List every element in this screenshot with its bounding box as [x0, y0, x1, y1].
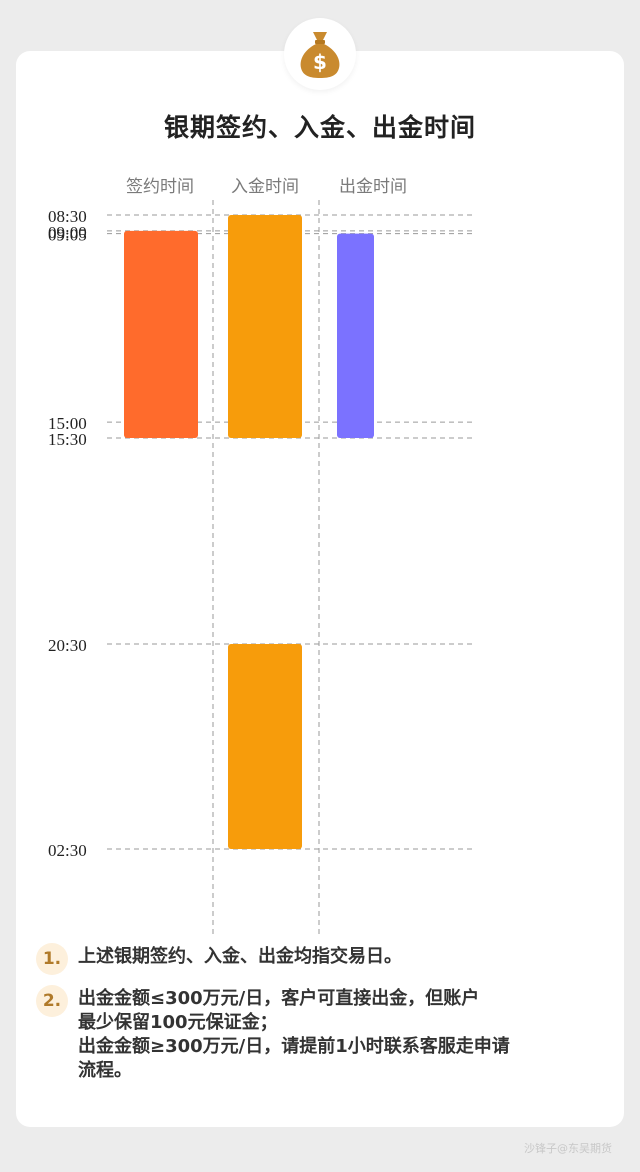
money-badge: $: [284, 18, 356, 90]
note-line: 上述银期签约、入金、出金均指交易日。: [78, 946, 402, 967]
content-card: [16, 51, 624, 1127]
note-text: 出金金额≤300万元/日，客户可直接出金，但账户 最少保留100元保证金； 出金金额…: [78, 987, 626, 1083]
note-line: 流程。: [78, 1060, 132, 1081]
note-item: 2. 出金金额≤300万元/日，客户可直接出金，但账户 最少保留100元保证金； 出金…: [36, 985, 626, 1083]
note-line: 最少保留100元保证金；: [78, 1012, 278, 1033]
page-title: 银期签约、入金、出金时间: [163, 113, 476, 142]
time-tick-label: 09:05: [48, 226, 87, 245]
note-number-badge: 1.: [36, 943, 68, 975]
category-label: 入金时间: [231, 177, 299, 197]
watermark: 沙锋子@东吴期货: [524, 1142, 612, 1155]
category-label: 签约时间: [126, 177, 194, 197]
time-tick-label: 15:00: [48, 414, 87, 433]
time-range-bar: [124, 230, 198, 438]
svg-text:$: $: [313, 50, 327, 74]
money-bag-icon: $: [300, 32, 340, 78]
time-tick-label: 08:30: [48, 207, 87, 226]
notes-list: 1. 上述银期签约、入金、出金均指交易日。 2. 出金金额≤300万元/日，客户可直接…: [36, 943, 626, 1101]
time-tick-label: 15:30: [48, 430, 87, 449]
note-number-badge: 2.: [36, 985, 68, 1017]
note-text: 上述银期签约、入金、出金均指交易日。: [78, 945, 626, 969]
category-label: 出金时间: [339, 177, 407, 197]
time-tick-label: 20:30: [48, 636, 87, 655]
note-line: 出金金额≥300万元/日，请提前1小时联系客服走申请: [78, 1036, 510, 1057]
note-line: 出金金额≤300万元/日，客户可直接出金，但账户: [78, 988, 480, 1009]
time-range-bar: [337, 233, 374, 438]
time-tick-label: 09:00: [48, 223, 87, 242]
time-range-bar: [228, 215, 302, 438]
note-item: 1. 上述银期签约、入金、出金均指交易日。: [36, 943, 626, 975]
time-range-bar: [228, 644, 302, 849]
time-tick-label: 02:30: [48, 841, 87, 860]
